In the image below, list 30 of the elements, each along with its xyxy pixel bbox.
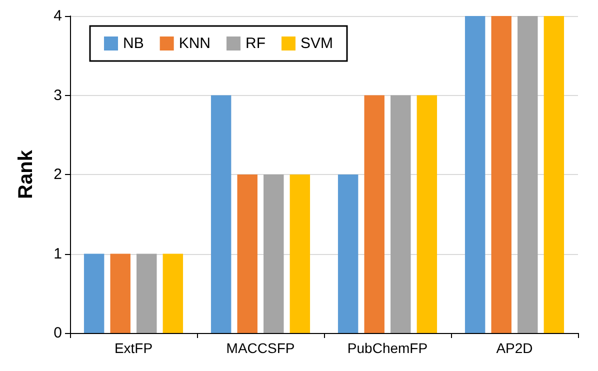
- bar: [136, 254, 157, 333]
- y-tick-label: 1: [54, 245, 62, 262]
- bar: [518, 16, 538, 333]
- bar: [364, 95, 384, 333]
- bar: [210, 95, 232, 333]
- legend-label: NB: [123, 35, 144, 52]
- bar: [290, 174, 310, 333]
- legend-label: KNN: [178, 35, 211, 52]
- bar: [237, 174, 258, 333]
- bar: [338, 174, 358, 333]
- y-tick-label: 2: [54, 166, 62, 183]
- legend-label: SVM: [300, 35, 334, 52]
- bar: [544, 16, 564, 333]
- x-tick-label: PubChemFP: [347, 340, 428, 356]
- bar: [162, 254, 184, 333]
- x-tick-label: MACCSFP: [226, 340, 295, 356]
- y-tick-label: 0: [54, 324, 62, 342]
- bar: [84, 254, 104, 333]
- y-tick-label: 4: [54, 8, 62, 24]
- bar: [491, 16, 512, 333]
- bar: [416, 95, 438, 333]
- bar: [110, 254, 130, 333]
- x-tick-label: AP2D: [496, 340, 533, 356]
- legend-label: RF: [246, 35, 266, 52]
- y-axis-title: Rank: [15, 149, 37, 199]
- y-tick-label: 3: [54, 86, 62, 104]
- x-tick-label: ExtFP: [114, 340, 153, 356]
- bar: [390, 95, 411, 333]
- bar: [464, 16, 486, 333]
- bar: [264, 174, 284, 333]
